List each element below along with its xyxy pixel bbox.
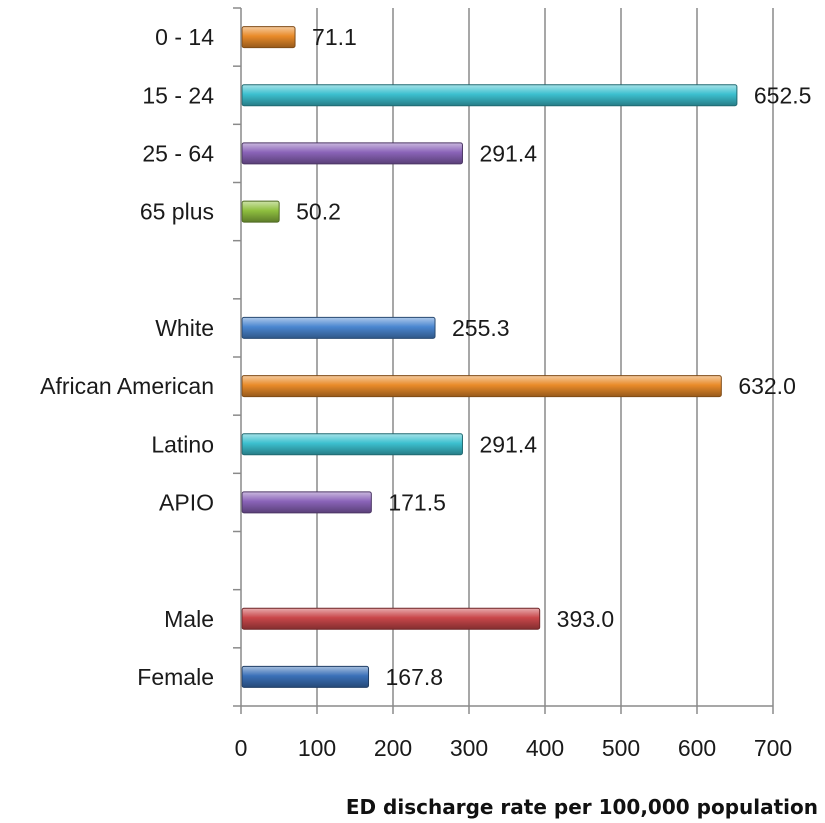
data-label: 393.0 <box>557 606 615 632</box>
data-label: 50.2 <box>296 199 341 225</box>
bar <box>241 665 370 688</box>
x-tick-label: 600 <box>678 735 716 761</box>
bar <box>241 607 541 630</box>
data-label: 255.3 <box>452 315 510 341</box>
x-tick-label: 500 <box>602 735 640 761</box>
bar <box>241 142 463 165</box>
bar <box>241 433 463 456</box>
data-label: 71.1 <box>312 24 357 50</box>
category-label: APIO <box>159 489 214 515</box>
category-label: Male <box>164 606 214 632</box>
data-label: 171.5 <box>388 489 446 515</box>
category-label: 65 plus <box>140 199 214 225</box>
x-tick-label: 400 <box>526 735 564 761</box>
bar <box>241 491 372 514</box>
category-label: White <box>155 315 214 341</box>
category-label: Female <box>137 664 214 690</box>
bar <box>241 316 436 339</box>
bars <box>241 26 738 688</box>
bar <box>241 26 296 49</box>
data-label: 291.4 <box>479 140 537 166</box>
bar <box>241 200 280 223</box>
data-label: 167.8 <box>386 664 444 690</box>
data-label: 652.5 <box>754 82 812 108</box>
labels: 0 100 200 300 400 500 600 700 0 - 14 71.1 15 - 24 6… <box>40 24 811 761</box>
category-label: African American <box>40 373 214 399</box>
x-axis-title: ED discharge rate per 100,000 population <box>346 795 818 819</box>
category-label: 15 - 24 <box>142 82 214 108</box>
data-label: 632.0 <box>738 373 796 399</box>
x-tick-label: 100 <box>298 735 336 761</box>
category-label: 0 - 14 <box>155 24 214 50</box>
category-label: 25 - 64 <box>142 140 214 166</box>
bar <box>241 375 722 398</box>
x-tick-label: 300 <box>450 735 488 761</box>
data-label: 291.4 <box>479 431 537 457</box>
bar <box>241 84 738 107</box>
x-tick-label: 700 <box>754 735 792 761</box>
grid-lines <box>233 7 774 714</box>
x-tick-label: 0 <box>235 735 248 761</box>
category-label: Latino <box>151 431 214 457</box>
x-tick-label: 200 <box>374 735 412 761</box>
